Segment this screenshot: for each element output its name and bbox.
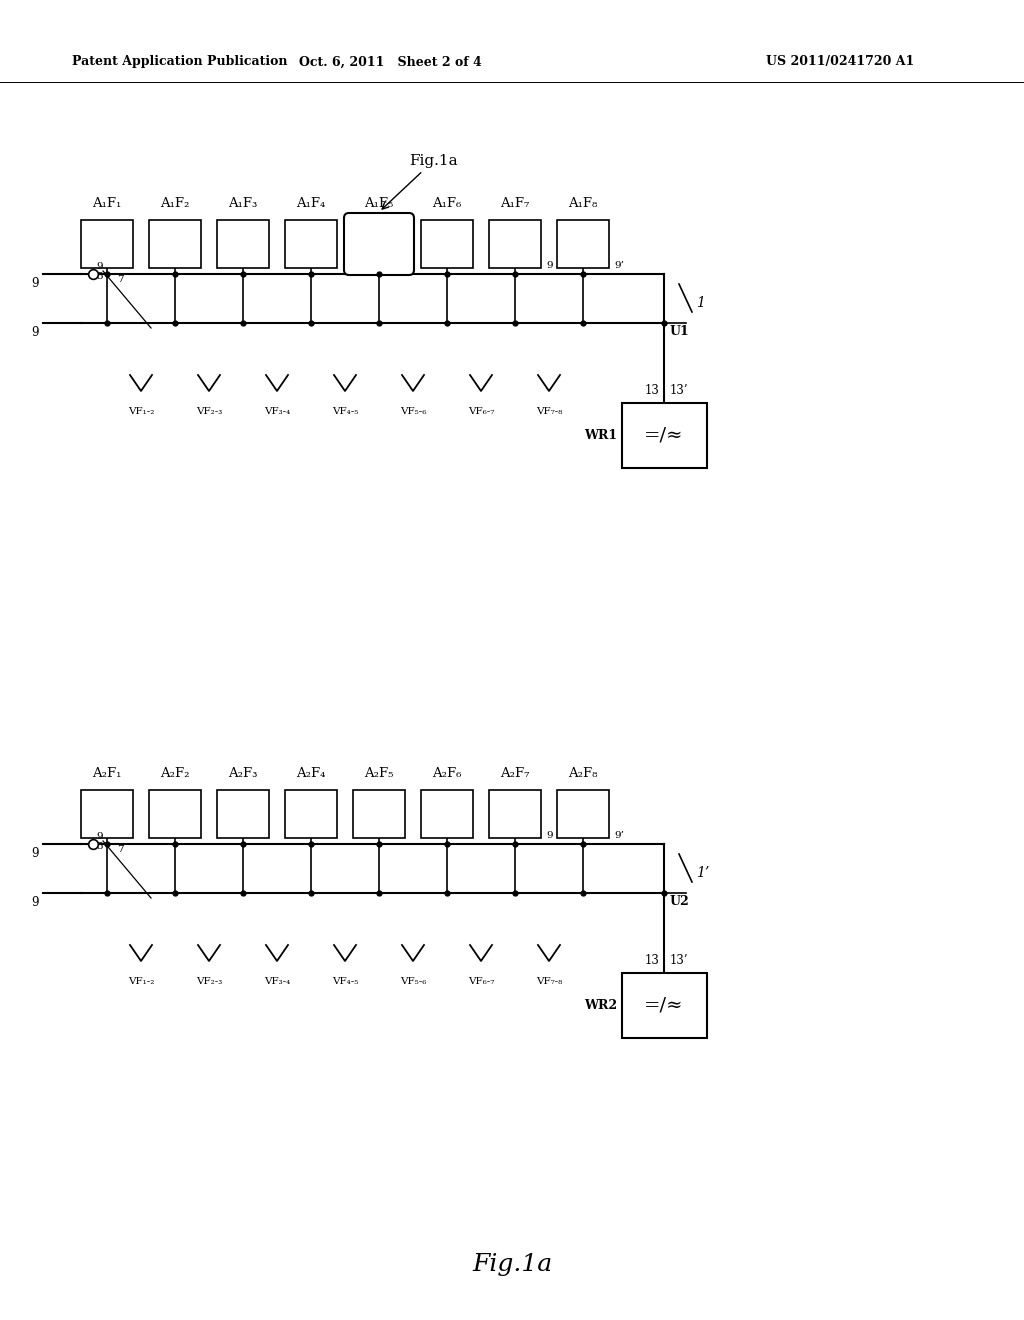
- Text: A₂F₁: A₂F₁: [92, 767, 122, 780]
- Text: Patent Application Publication: Patent Application Publication: [72, 55, 288, 69]
- Text: 9: 9: [546, 261, 553, 271]
- Text: A₁F₃: A₁F₃: [228, 197, 258, 210]
- Text: A₂F₆: A₂F₆: [432, 767, 462, 780]
- Text: Fig.1a: Fig.1a: [382, 154, 458, 209]
- Text: U2: U2: [670, 895, 690, 908]
- Text: A₁F₂: A₁F₂: [161, 197, 189, 210]
- Text: WR2: WR2: [584, 999, 617, 1012]
- Text: 5: 5: [96, 842, 102, 851]
- Bar: [557, 220, 609, 268]
- Text: 1’: 1’: [696, 866, 710, 880]
- Text: US 2011/0241720 A1: US 2011/0241720 A1: [766, 55, 914, 69]
- Text: 9’: 9’: [614, 261, 624, 271]
- Text: VF₄-₅: VF₄-₅: [332, 977, 358, 986]
- Bar: [81, 220, 133, 268]
- Text: A₁F₅: A₁F₅: [365, 197, 393, 210]
- Bar: [421, 220, 473, 268]
- Bar: [353, 789, 406, 838]
- Text: VF₆-₇: VF₆-₇: [468, 977, 495, 986]
- Text: 7: 7: [117, 845, 124, 854]
- Text: VF₅-₆: VF₅-₆: [399, 407, 426, 416]
- Text: 9: 9: [96, 261, 102, 271]
- Text: A₁F₆: A₁F₆: [432, 197, 462, 210]
- Text: 7: 7: [117, 275, 124, 284]
- Text: A₂F₅: A₂F₅: [365, 767, 393, 780]
- Text: 13’: 13’: [670, 384, 688, 397]
- Text: 9: 9: [32, 277, 39, 290]
- Text: 9: 9: [32, 896, 39, 909]
- Bar: [421, 789, 473, 838]
- Text: 9: 9: [32, 326, 39, 339]
- Text: VF₁-₂: VF₁-₂: [128, 407, 155, 416]
- Text: A₁F₁: A₁F₁: [92, 197, 122, 210]
- Bar: [217, 220, 269, 268]
- Text: A₁F₈: A₁F₈: [568, 197, 598, 210]
- Text: VF₃-₄: VF₃-₄: [264, 407, 290, 416]
- Text: 13: 13: [644, 384, 659, 397]
- Bar: [622, 403, 707, 469]
- Bar: [150, 220, 201, 268]
- Text: 1: 1: [696, 296, 705, 310]
- Text: VF₇-₈: VF₇-₈: [536, 977, 562, 986]
- Text: 9’: 9’: [614, 832, 624, 840]
- Text: 9: 9: [96, 832, 102, 841]
- FancyBboxPatch shape: [344, 213, 414, 275]
- Text: A₂F₄: A₂F₄: [296, 767, 326, 780]
- Bar: [285, 789, 337, 838]
- Text: =/≈: =/≈: [644, 997, 684, 1015]
- Bar: [622, 973, 707, 1038]
- Text: VF₂-₃: VF₂-₃: [196, 407, 222, 416]
- Text: A₂F₈: A₂F₈: [568, 767, 598, 780]
- Bar: [489, 220, 541, 268]
- Text: A₁F₇: A₁F₇: [501, 197, 529, 210]
- Text: A₂F₃: A₂F₃: [228, 767, 258, 780]
- Text: VF₆-₇: VF₆-₇: [468, 407, 495, 416]
- Text: VF₁-₂: VF₁-₂: [128, 977, 155, 986]
- Text: 9: 9: [546, 832, 553, 840]
- Bar: [217, 789, 269, 838]
- Text: A₂F₇: A₂F₇: [501, 767, 529, 780]
- Text: Fig.1a: Fig.1a: [472, 1254, 552, 1276]
- Text: VF₄-₅: VF₄-₅: [332, 407, 358, 416]
- Text: =/≈: =/≈: [644, 426, 684, 445]
- Text: A₁F₄: A₁F₄: [296, 197, 326, 210]
- Text: 9: 9: [32, 847, 39, 861]
- Bar: [557, 789, 609, 838]
- Text: 5: 5: [96, 272, 102, 281]
- Text: WR1: WR1: [584, 429, 617, 442]
- Bar: [489, 789, 541, 838]
- Text: 13’: 13’: [670, 954, 688, 968]
- Text: VF₂-₃: VF₂-₃: [196, 977, 222, 986]
- Text: A₂F₂: A₂F₂: [160, 767, 189, 780]
- Text: 13: 13: [644, 954, 659, 968]
- Bar: [285, 220, 337, 268]
- Text: VF₇-₈: VF₇-₈: [536, 407, 562, 416]
- Text: Oct. 6, 2011   Sheet 2 of 4: Oct. 6, 2011 Sheet 2 of 4: [299, 55, 481, 69]
- Bar: [81, 789, 133, 838]
- Bar: [150, 789, 201, 838]
- Text: VF₃-₄: VF₃-₄: [264, 977, 290, 986]
- Text: VF₅-₆: VF₅-₆: [399, 977, 426, 986]
- Text: U1: U1: [670, 325, 690, 338]
